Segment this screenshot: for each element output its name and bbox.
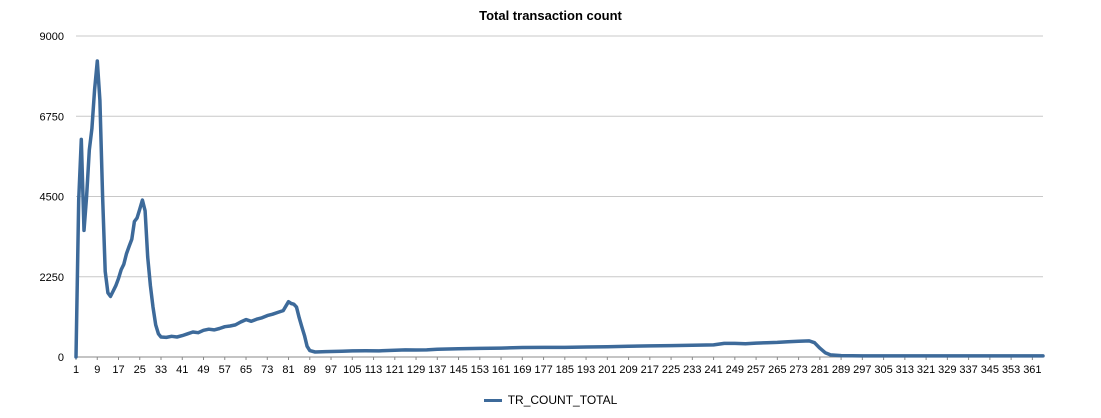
x-tick-label: 169 — [513, 364, 531, 376]
x-tick-label: 89 — [304, 364, 316, 376]
x-tick-label: 145 — [449, 364, 467, 376]
x-tick-label: 185 — [556, 364, 574, 376]
x-tick-label: 1 — [73, 364, 79, 376]
x-tick-label: 249 — [726, 364, 744, 376]
x-tick-label: 129 — [407, 364, 425, 376]
x-tick-label: 193 — [577, 364, 595, 376]
x-tick-label: 113 — [365, 364, 383, 376]
y-tick-label: 0 — [58, 352, 64, 364]
x-tick-label: 97 — [325, 364, 337, 376]
x-tick-label: 137 — [428, 364, 446, 376]
x-axis-ticks: 1 9 17 25 33 41 49 57 65 73 81 89 97 105 113 121 129 137 1… — [73, 357, 1042, 376]
x-tick-label: 297 — [853, 364, 871, 376]
x-tick-label: 33 — [155, 364, 167, 376]
y-tick-label: 4500 — [40, 192, 64, 204]
x-tick-label: 177 — [534, 364, 552, 376]
x-tick-label: 257 — [747, 364, 765, 376]
x-tick-label: 65 — [240, 364, 252, 376]
legend: TR_COUNT_TOTAL — [0, 393, 1101, 407]
x-tick-label: 305 — [874, 364, 892, 376]
y-tick-label: 2250 — [40, 272, 64, 284]
x-tick-label: 233 — [683, 364, 701, 376]
x-tick-label: 153 — [471, 364, 489, 376]
legend-swatch — [483, 399, 502, 403]
x-tick-label: 9 — [94, 364, 100, 376]
x-tick-label: 49 — [197, 364, 209, 376]
chart-title: Total transaction count — [479, 8, 622, 23]
x-tick-label: 313 — [896, 364, 914, 376]
x-tick-label: 217 — [641, 364, 659, 376]
x-tick-label: 241 — [704, 364, 722, 376]
y-tick-label: 6750 — [40, 111, 64, 123]
x-tick-label: 81 — [282, 364, 294, 376]
x-tick-label: 73 — [261, 364, 273, 376]
x-tick-label: 209 — [619, 364, 637, 376]
x-tick-label: 25 — [134, 364, 146, 376]
x-tick-label: 17 — [112, 364, 124, 376]
x-tick-label: 273 — [789, 364, 807, 376]
x-tick-label: 345 — [981, 364, 999, 376]
y-axis-ticks: 0 2250 4500 6750 9000 — [40, 31, 64, 364]
x-tick-label: 353 — [1002, 364, 1020, 376]
x-tick-label: 281 — [811, 364, 829, 376]
x-tick-label: 329 — [938, 364, 956, 376]
gridlines — [76, 35, 1043, 358]
y-tick-label: 9000 — [40, 31, 64, 43]
x-tick-label: 321 — [917, 364, 935, 376]
x-tick-label: 201 — [598, 364, 616, 376]
x-tick-label: 57 — [219, 364, 231, 376]
x-tick-label: 265 — [768, 364, 786, 376]
x-tick-label: 361 — [1023, 364, 1041, 376]
x-tick-label: 337 — [959, 364, 977, 376]
x-tick-label: 41 — [176, 364, 188, 376]
x-tick-label: 121 — [386, 364, 404, 376]
series-layer — [74, 59, 1045, 359]
legend-label: TR_COUNT_TOTAL — [507, 393, 618, 407]
x-tick-label: 161 — [492, 364, 510, 376]
x-tick-label: 225 — [662, 364, 680, 376]
x-tick-label: 105 — [343, 364, 361, 376]
x-tick-label: 289 — [832, 364, 850, 376]
series-line-tr-count-total — [74, 59, 1045, 359]
